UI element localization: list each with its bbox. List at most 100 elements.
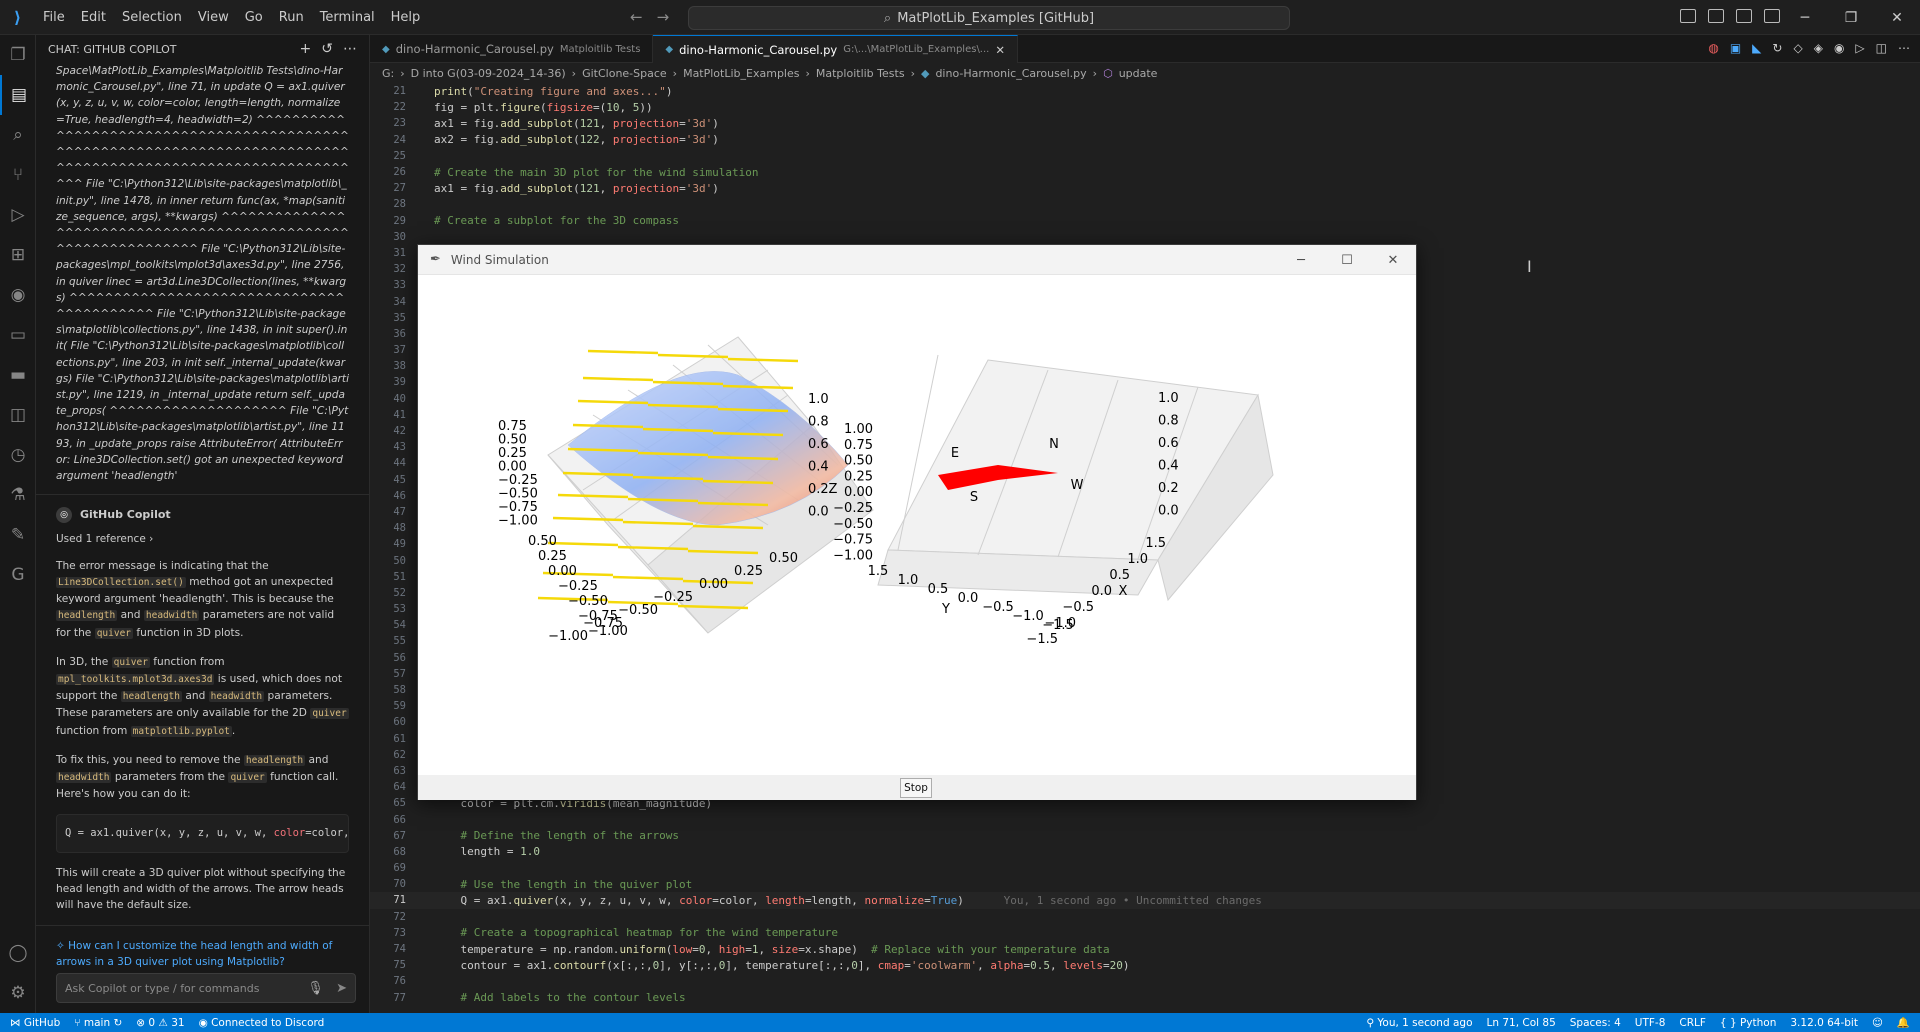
- problems-indicator[interactable]: ⊗ 0 ⚠ 31: [136, 1016, 185, 1029]
- breadcrumb-item[interactable]: dino-Harmonic_Carousel.py: [935, 66, 1087, 80]
- close-icon[interactable]: ✕: [1387, 252, 1399, 268]
- breadcrumb-item[interactable]: update: [1118, 66, 1158, 80]
- menu-edit[interactable]: Edit: [80, 9, 106, 25]
- breadcrumb-item[interactable]: Matploitlib Tests: [815, 66, 905, 80]
- left-right-tick: 1.0: [808, 392, 829, 407]
- run-icon[interactable]: ▷: [1855, 41, 1865, 55]
- status-bar: ⋈ GitHub ⑂ main ↻ ⊗ 0 ⚠ 31 ◉ Connected t…: [0, 1013, 1920, 1032]
- left-x-tick: 0.00: [699, 577, 728, 592]
- testing-icon[interactable]: ⚗: [10, 485, 26, 505]
- discord-status[interactable]: ◉ Connected to Discord: [198, 1016, 325, 1029]
- back-arrow-icon[interactable]: ←: [630, 8, 643, 26]
- history-icon[interactable]: ↺: [321, 41, 333, 57]
- menu-help[interactable]: Help: [390, 9, 421, 25]
- branch-indicator[interactable]: ⑂ main ↻: [74, 1016, 123, 1029]
- search-view-icon[interactable]: ⌕: [13, 125, 23, 145]
- menu-go[interactable]: Go: [244, 9, 263, 25]
- breadcrumb-item[interactable]: G:: [382, 66, 395, 80]
- gitlens-icon[interactable]: G: [11, 565, 25, 585]
- minimize-icon[interactable]: ─: [1297, 252, 1305, 268]
- tab-dino-harmonic-carousel-2[interactable]: ◆ dino-Harmonic_Carousel.py G:\...\MatPl…: [653, 35, 1018, 63]
- microphone-icon[interactable]: 🎙: [307, 980, 324, 996]
- debug-action-icon[interactable]: ◣: [1752, 41, 1762, 55]
- copilot-action-icon[interactable]: ◍: [1708, 41, 1719, 55]
- github-icon[interactable]: ◉: [10, 285, 26, 305]
- menu-selection[interactable]: Selection: [121, 9, 182, 25]
- preview-icon[interactable]: ▣: [1729, 41, 1742, 55]
- used-reference[interactable]: Used 1 reference ›: [56, 531, 349, 547]
- chat-input-box[interactable]: 🎙 ➤: [56, 973, 356, 1003]
- restore-icon[interactable]: ❐: [1844, 9, 1858, 26]
- extensions-icon[interactable]: ⊞: [10, 245, 26, 265]
- stop-button[interactable]: Stop: [900, 778, 932, 798]
- quiver-arrow: [722, 384, 794, 390]
- toggle-sidebar-icon[interactable]: [1680, 9, 1696, 23]
- left-x-tick: −1.00: [548, 629, 588, 644]
- search-text: MatPlotLib_Examples [GitHub]: [897, 10, 1095, 26]
- explorer-icon[interactable]: ❐: [10, 45, 26, 65]
- plot-canvas[interactable]: 0.75 0.50 0.25 0.00 −0.25 −0.50 −0.75 −1.00 0.50…: [418, 275, 1416, 775]
- left-z-tick: −0.25: [498, 473, 538, 488]
- toggle-secondary-sidebar-icon[interactable]: [1736, 9, 1752, 23]
- chat-input[interactable]: [65, 981, 295, 995]
- customize-layout-icon[interactable]: [1764, 9, 1780, 23]
- forward-arrow-icon[interactable]: →: [656, 8, 670, 26]
- folder-icon[interactable]: ▬: [9, 365, 27, 385]
- menu-view[interactable]: View: [197, 9, 229, 25]
- quiver-arrow: [707, 455, 779, 461]
- compare-icon[interactable]: ◇: [1793, 41, 1803, 55]
- code-editor[interactable]: 21 print("Creating figure and axes...") 2…: [370, 83, 1920, 1013]
- language-mode[interactable]: { } Python: [1719, 1016, 1777, 1029]
- menu-file[interactable]: File: [43, 9, 65, 25]
- quiver-arrow: [652, 380, 724, 386]
- menu-run[interactable]: Run: [278, 9, 304, 25]
- timeline-icon[interactable]: ◷: [10, 445, 26, 465]
- blame-status[interactable]: ⚲ You, 1 second ago: [1366, 1016, 1473, 1029]
- function-icon: ⬡: [1103, 66, 1113, 80]
- python-interpreter[interactable]: 3.12.0 64-bit: [1790, 1016, 1858, 1029]
- maximize-icon[interactable]: ☐: [1341, 252, 1353, 268]
- remote-indicator[interactable]: ⋈ GitHub: [10, 1016, 61, 1029]
- cursor-position[interactable]: Ln 71, Col 85: [1486, 1016, 1556, 1029]
- code-snippet[interactable]: Q = ax1.quiver(x, y, z, u, v, w, color=c…: [56, 814, 349, 853]
- gitlens-action-icon[interactable]: ◉: [1833, 41, 1845, 55]
- indentation[interactable]: Spaces: 4: [1569, 1016, 1621, 1029]
- command-center-search[interactable]: ⌕ MatPlotLib_Examples [GitHub]: [688, 6, 1290, 30]
- line-endings[interactable]: CRLF: [1679, 1016, 1706, 1029]
- remote-explorer-icon[interactable]: ▭: [9, 325, 27, 345]
- more-actions-icon[interactable]: ⋯: [343, 41, 357, 57]
- more-editor-actions-icon[interactable]: ⋯: [1898, 41, 1910, 55]
- chat-icon[interactable]: ▤: [0, 75, 36, 115]
- close-tab-icon[interactable]: ✕: [995, 42, 1005, 57]
- account-icon[interactable]: ◯: [8, 943, 28, 963]
- run-debug-icon[interactable]: ▷: [11, 205, 25, 225]
- timeline-action-icon[interactable]: ↻: [1772, 41, 1783, 55]
- followup-suggestion[interactable]: ✧ How can I customize the head length an…: [56, 940, 333, 969]
- minimize-icon[interactable]: ─: [1800, 9, 1810, 26]
- new-chat-icon[interactable]: +: [299, 41, 312, 57]
- breadcrumb-item[interactable]: D into G(03-09-2024_14-36): [410, 66, 566, 80]
- close-icon[interactable]: ✕: [1891, 9, 1903, 26]
- encoding[interactable]: UTF-8: [1634, 1016, 1666, 1029]
- split-editor-icon[interactable]: ◫: [1875, 41, 1887, 55]
- source-control-icon[interactable]: ⑂: [12, 165, 24, 185]
- send-icon[interactable]: ➤: [336, 980, 347, 996]
- tab-dino-harmonic-carousel-1[interactable]: ◆ dino-Harmonic_Carousel.py Matploitlib …: [370, 35, 654, 63]
- right-right-tick: 0.6: [1158, 436, 1179, 451]
- breadcrumb-item[interactable]: MatPlotLib_Examples: [683, 66, 800, 80]
- settings-gear-icon[interactable]: ⚙: [10, 983, 26, 1003]
- right-z-tick: 0.25: [844, 469, 873, 484]
- tools-icon[interactable]: ✎: [10, 525, 26, 545]
- menu-terminal[interactable]: Terminal: [319, 9, 375, 25]
- open-changes-icon[interactable]: ◈: [1813, 41, 1823, 55]
- left-right-tick: 0.4: [808, 460, 829, 475]
- used-reference-label: Used 1 reference: [56, 533, 146, 546]
- tab-description: G:\...\MatPlotLib_Examples\...: [843, 44, 990, 55]
- left-y-tick: −0.75: [578, 609, 618, 624]
- docker-icon[interactable]: ◫: [9, 405, 27, 425]
- feedback-icon[interactable]: ☺: [1871, 1016, 1883, 1029]
- toggle-panel-icon[interactable]: [1708, 9, 1724, 23]
- quiver-arrow: [562, 471, 634, 477]
- breadcrumb-item[interactable]: GitClone-Space: [582, 66, 667, 80]
- notifications-icon[interactable]: 🔔: [1896, 1017, 1910, 1029]
